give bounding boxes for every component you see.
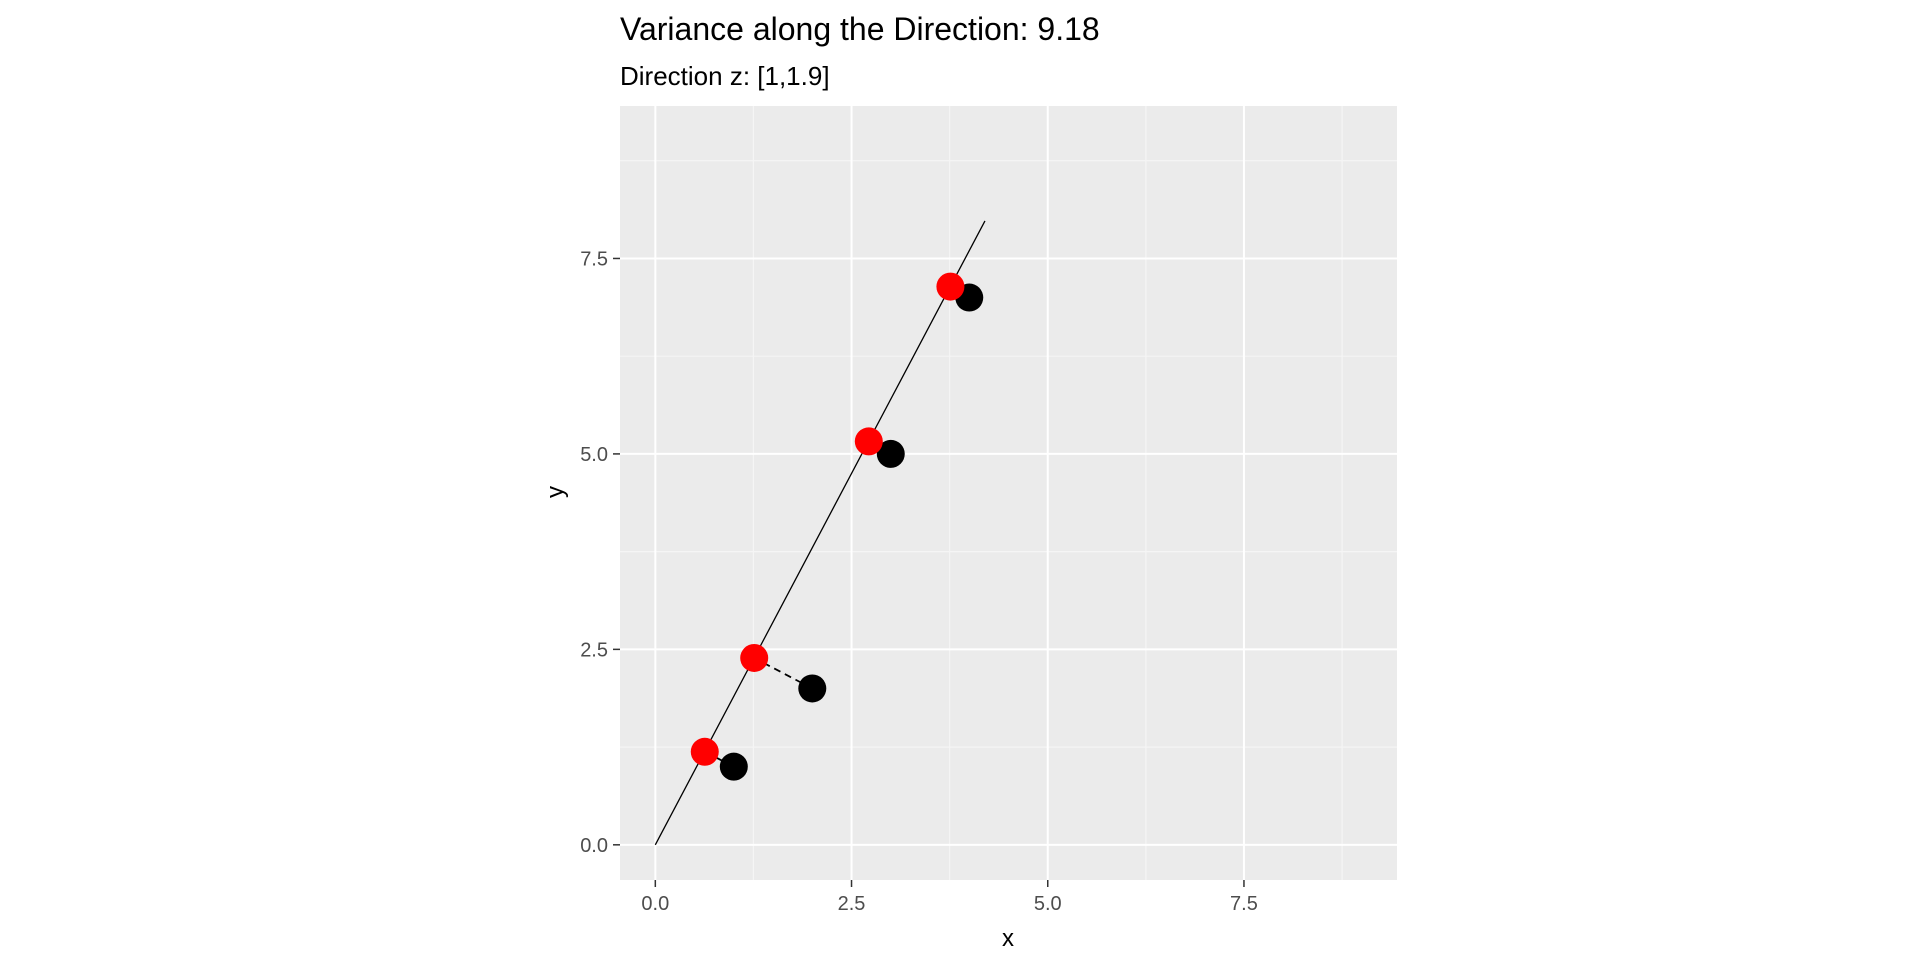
projected-points bbox=[690, 272, 965, 766]
minor-grid bbox=[620, 106, 1397, 880]
major-grid bbox=[620, 106, 1397, 880]
original-point bbox=[876, 439, 905, 468]
x-tick-label: 7.5 bbox=[1230, 893, 1258, 915]
original-point bbox=[798, 674, 827, 703]
projected-point bbox=[690, 737, 719, 766]
x-tick-label: 0.0 bbox=[641, 893, 669, 915]
axis-ticks: 0.0 2.5 5.0 7.5 0.0 2.5 5.0 7.5 bbox=[580, 248, 1258, 915]
y-tick-label: 7.5 bbox=[580, 248, 608, 270]
original-point bbox=[719, 752, 748, 781]
y-tick-label: 2.5 bbox=[580, 639, 608, 661]
chart-subtitle: Direction z: [1,1.9] bbox=[620, 61, 830, 91]
y-axis-title: y bbox=[542, 486, 569, 498]
plot-panel bbox=[620, 106, 1397, 880]
projected-point bbox=[740, 643, 769, 672]
chart-title: Variance along the Direction: 9.18 bbox=[620, 11, 1100, 47]
x-tick-label: 2.5 bbox=[838, 893, 866, 915]
projected-point bbox=[936, 272, 965, 301]
projected-point bbox=[854, 427, 883, 456]
y-tick-label: 0.0 bbox=[580, 835, 608, 857]
y-tick-label: 5.0 bbox=[580, 444, 608, 466]
x-axis-title: x bbox=[1002, 925, 1014, 952]
x-tick-label: 5.0 bbox=[1034, 893, 1062, 915]
